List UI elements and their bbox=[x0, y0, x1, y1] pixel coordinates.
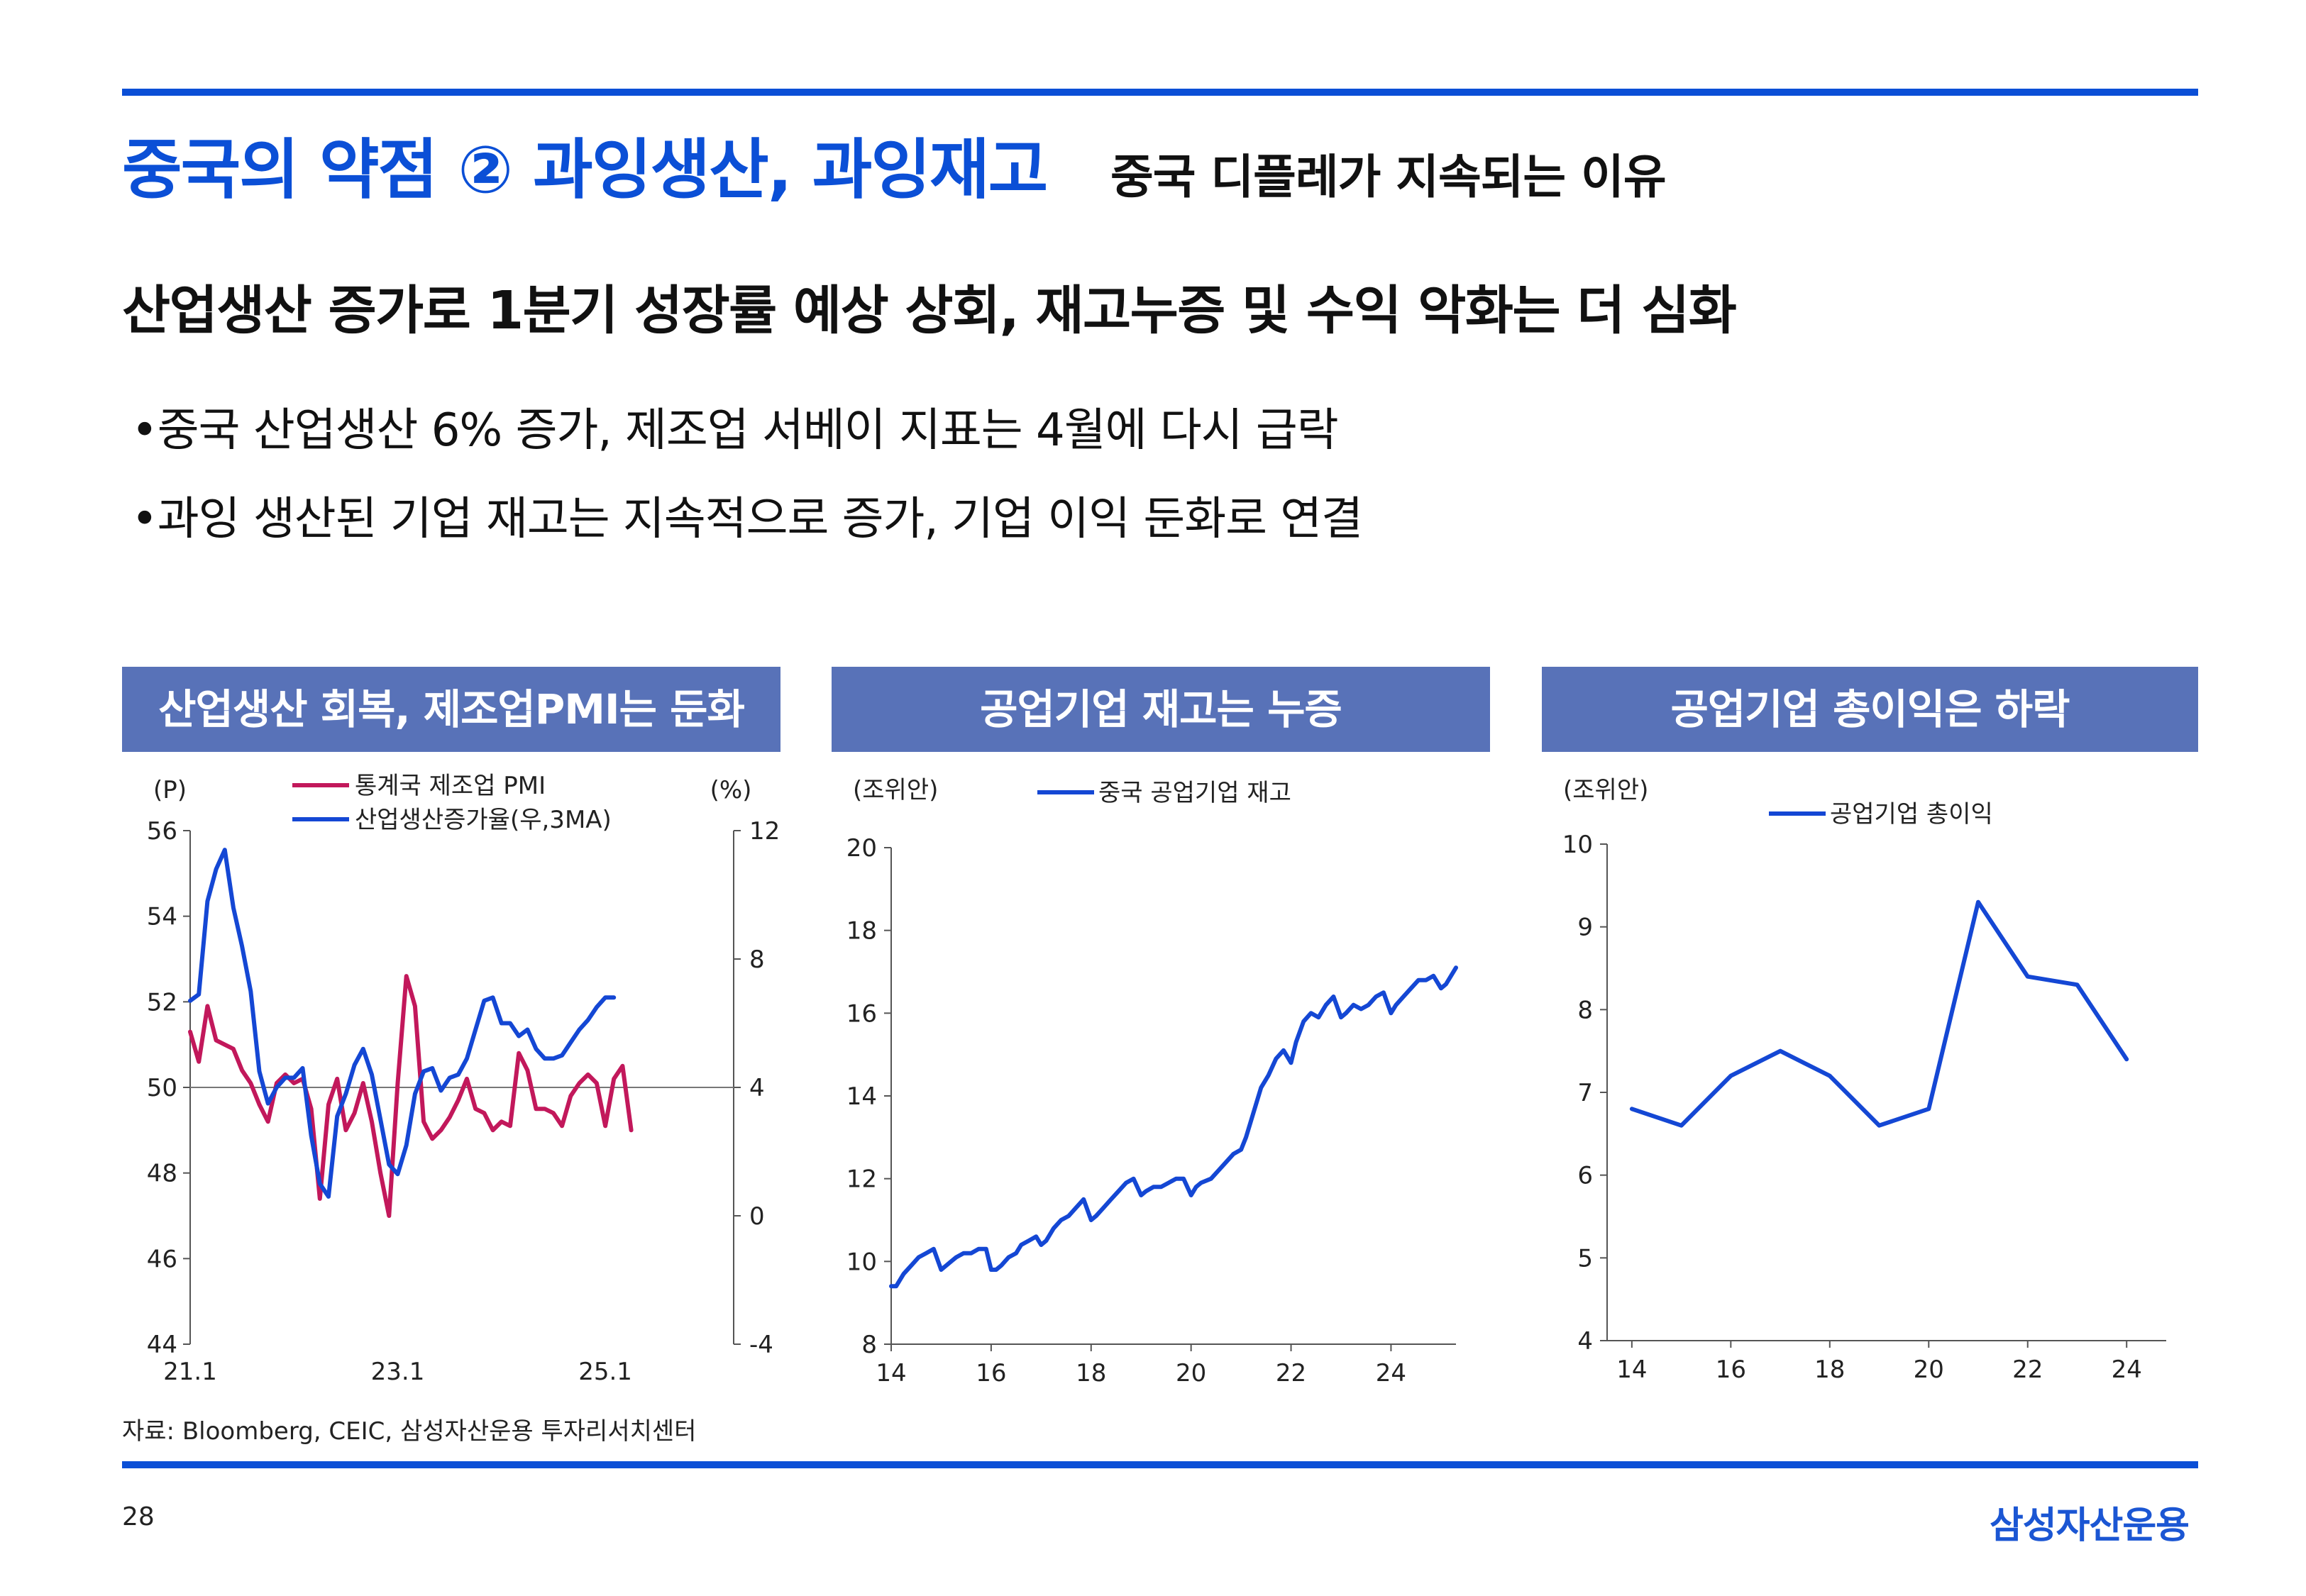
y-tick-label: 10 bbox=[1562, 831, 1593, 859]
left-tick-label: 48 bbox=[147, 1160, 177, 1188]
page-title: 중국의 약점 ② 과잉생산, 과잉재고 bbox=[122, 132, 1048, 208]
bottom-rule bbox=[122, 1461, 2198, 1468]
x-tick-label: 14 bbox=[876, 1359, 906, 1387]
chart-inventory: (조위안) 8 10 12 14 16 18 20 14 16 18 20 22 24 중국 공업기업 재고 bbox=[846, 776, 1458, 1387]
bullet-item-1: •중국 산업생산 6% 증가, 제조업 서베이 지표는 4월에 다시 급락 bbox=[131, 404, 1339, 457]
x-tick-label: 16 bbox=[1716, 1356, 1746, 1384]
left-tick-label: 56 bbox=[147, 817, 177, 846]
x-tick-label: 21.1 bbox=[163, 1358, 217, 1386]
x-tick-label: 22 bbox=[2012, 1356, 2043, 1384]
y-tick-label: 7 bbox=[1577, 1079, 1593, 1107]
left-tick-label: 44 bbox=[147, 1331, 177, 1359]
y-tick-label: 16 bbox=[846, 999, 877, 1028]
y-tick-label: 12 bbox=[846, 1165, 877, 1194]
chart-profits: (조위안) 4 5 6 7 8 9 10 14 16 18 20 22 24 공업기업 총이익 bbox=[1562, 776, 2166, 1384]
series-line-2 bbox=[188, 848, 617, 1199]
x-tick-label: 18 bbox=[1076, 1359, 1106, 1387]
legend-label: 공업기업 총이익 bbox=[1830, 800, 1993, 829]
y-tick-label: 6 bbox=[1577, 1162, 1593, 1190]
y-axis-unit: (조위안) bbox=[1563, 776, 1648, 804]
legend-label: 중국 공업기업 재고 bbox=[1098, 779, 1291, 807]
left-tick-label: 52 bbox=[147, 988, 177, 1016]
chart-2-title: 공업기업 재고는 누증 bbox=[832, 667, 1490, 752]
y-tick-label: 8 bbox=[1577, 996, 1593, 1024]
headline: 산업생산 증가로 1분기 성장률 예상 상회, 재고누증 및 수익 악화는 더 … bbox=[122, 280, 1737, 341]
right-axis-unit: (%) bbox=[710, 776, 752, 804]
top-rule bbox=[122, 89, 2198, 96]
x-tick-label: 24 bbox=[1376, 1359, 1406, 1387]
page-subtitle: 중국 디플레가 지속되는 이유 bbox=[1110, 150, 1667, 204]
x-tick-label: 23.1 bbox=[371, 1358, 425, 1386]
series-line-1 bbox=[889, 965, 1458, 1289]
right-tick-label: 0 bbox=[749, 1202, 765, 1231]
left-tick-label: 54 bbox=[147, 903, 177, 931]
series-line-1 bbox=[188, 974, 634, 1218]
x-tick-label: 20 bbox=[1914, 1356, 1944, 1384]
right-tick-label: 12 bbox=[749, 817, 780, 846]
y-tick-label: 14 bbox=[846, 1082, 877, 1111]
x-tick-label: 14 bbox=[1616, 1356, 1647, 1384]
y-tick-label: 5 bbox=[1577, 1244, 1593, 1273]
x-tick-label: 18 bbox=[1814, 1356, 1845, 1384]
x-tick-label: 20 bbox=[1176, 1359, 1206, 1387]
legend-label: 산업생산증가율(우,3MA) bbox=[355, 806, 612, 834]
x-tick-label: 22 bbox=[1276, 1359, 1306, 1387]
x-tick-label: 16 bbox=[976, 1359, 1006, 1387]
bullet-item-2: •과잉 생산된 기업 재고는 지속적으로 증가, 기업 이익 둔화로 연결 bbox=[131, 493, 1363, 545]
y-tick-label: 4 bbox=[1577, 1327, 1593, 1356]
y-tick-label: 8 bbox=[861, 1331, 877, 1359]
left-tick-label: 50 bbox=[147, 1074, 177, 1102]
legend-label: 통계국 제조업 PMI bbox=[355, 772, 546, 800]
chart-1-title: 산업생산 회복, 제조업PMI는 둔화 bbox=[122, 667, 780, 752]
right-tick-label: 4 bbox=[749, 1074, 765, 1102]
y-tick-label: 20 bbox=[846, 834, 877, 863]
x-tick-label: 24 bbox=[2112, 1356, 2142, 1384]
source-note: 자료: Bloomberg, CEIC, 삼성자산운용 투자리서치센터 bbox=[122, 1417, 697, 1446]
right-tick-label: -4 bbox=[749, 1331, 773, 1359]
y-axis-unit: (조위안) bbox=[853, 776, 938, 804]
chart-3-title: 공업기업 총이익은 하락 bbox=[1542, 667, 2198, 752]
x-tick-label: 25.1 bbox=[578, 1358, 632, 1386]
y-tick-label: 18 bbox=[846, 917, 877, 946]
right-tick-label: 8 bbox=[749, 946, 765, 974]
page-number: 28 bbox=[122, 1502, 155, 1531]
brand-logo: 삼성자산운용 bbox=[1989, 1504, 2190, 1547]
left-tick-label: 46 bbox=[147, 1245, 177, 1273]
left-axis-unit: (P) bbox=[153, 776, 187, 804]
series-line-1 bbox=[1629, 899, 2129, 1128]
y-tick-label: 9 bbox=[1577, 914, 1593, 942]
y-tick-label: 10 bbox=[846, 1248, 877, 1276]
